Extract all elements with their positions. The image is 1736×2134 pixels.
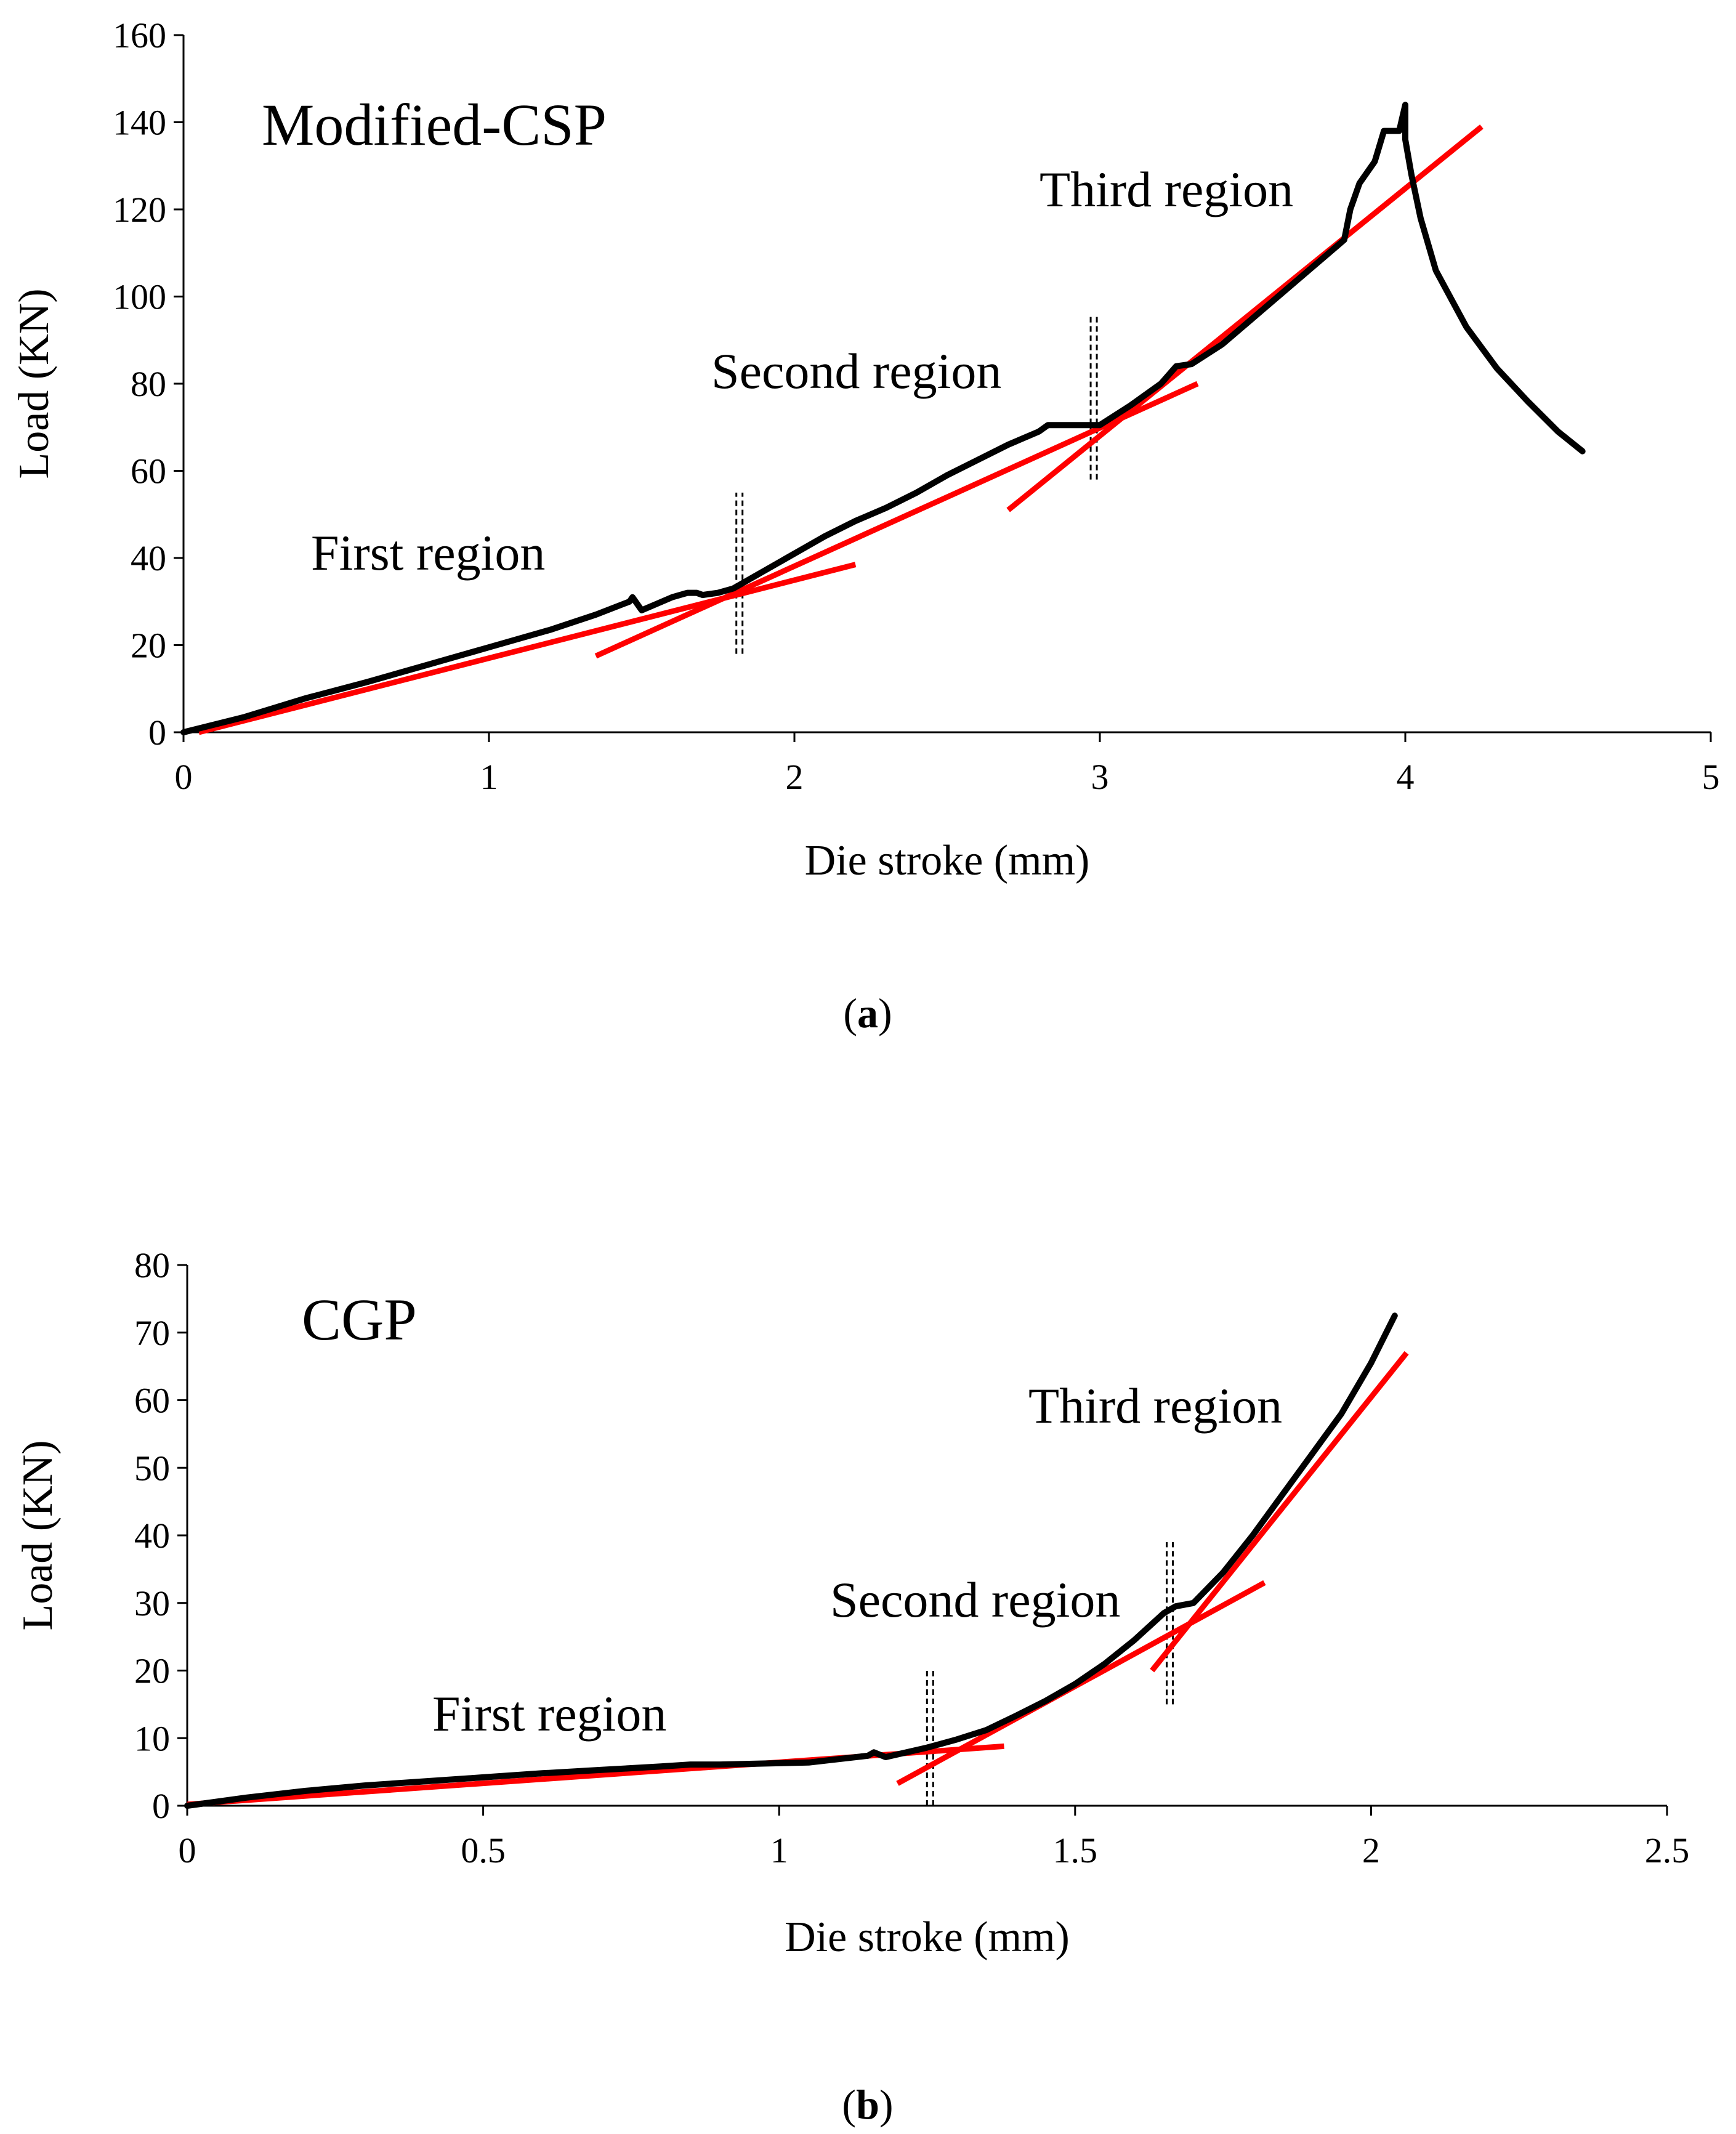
y-tick-label: 0 — [148, 713, 166, 753]
y-tick-label: 40 — [131, 538, 166, 578]
chart-cgp: 0 10 20 30 40 50 60 70 80 0 0.5 1 1.5 2 2.5 Die stroke … — [14, 1245, 1689, 2128]
x-tick-label: 2 — [1362, 1830, 1380, 1870]
x-tick-label: 5 — [1702, 757, 1720, 797]
region-annotation-2: Second region — [711, 343, 1001, 399]
x-tick-label: 3 — [1091, 757, 1109, 797]
caption-letter: a — [857, 990, 878, 1037]
region-annotation-3: Third region — [1028, 1378, 1282, 1434]
y-tick-label: 160 — [113, 15, 166, 55]
region-annotation-2: Second region — [830, 1572, 1120, 1628]
x-tick-label: 2 — [786, 757, 804, 797]
y-tick-label: 40 — [134, 1516, 170, 1556]
caption-open-paren: ( — [842, 2081, 856, 2128]
caption-letter: b — [856, 2081, 879, 2128]
y-tick-label: 10 — [134, 1718, 170, 1758]
y-tick-label: 80 — [131, 364, 166, 404]
y-tick-label: 120 — [113, 190, 166, 230]
y-tick-label: 80 — [134, 1245, 170, 1285]
y-tick-label: 50 — [134, 1448, 170, 1488]
x-axis-label: Die stroke (mm) — [785, 1914, 1070, 1961]
y-tick-label: 30 — [134, 1583, 170, 1623]
x-tick-label: 0 — [175, 757, 193, 797]
x-tick-label: 1 — [480, 757, 498, 797]
x-axis-label: Die stroke (mm) — [805, 837, 1090, 884]
fit-line-region-1 — [198, 562, 857, 735]
y-tick-label: 70 — [134, 1313, 170, 1353]
chart-title: CGP — [302, 1287, 417, 1352]
y-tick-label: 60 — [134, 1381, 170, 1421]
chart-title: Modified-CSP — [262, 92, 607, 158]
region-annotation-1: First region — [432, 1686, 666, 1742]
figure-caption: (b) — [842, 2081, 893, 2128]
y-axis-label: Load (KN) — [10, 288, 58, 479]
load-curve-line — [180, 102, 1586, 735]
chart-modified-csp: 0 20 40 60 80 100 120 140 160 0 1 2 3 4 5 Die stroke (m… — [10, 15, 1720, 1037]
y-axis-label: Load (KN) — [14, 1440, 62, 1630]
y-tick-label: 100 — [113, 277, 166, 317]
fit-line-region-3 — [1006, 124, 1484, 512]
x-tick-label: 0.5 — [461, 1830, 506, 1870]
region-annotation-1: First region — [311, 525, 545, 581]
y-tick-label: 140 — [113, 103, 166, 143]
y-tick-label: 20 — [134, 1651, 170, 1691]
x-tick-label: 1 — [770, 1830, 788, 1870]
region-annotation-3: Third region — [1040, 161, 1293, 217]
x-tick-label: 2.5 — [1645, 1830, 1690, 1870]
fit-line-region-2 — [594, 381, 1199, 659]
caption-close-paren: ) — [879, 2081, 894, 2128]
x-tick-label: 4 — [1397, 757, 1415, 797]
caption-close-paren: ) — [878, 990, 892, 1037]
x-tick-label: 1.5 — [1053, 1830, 1098, 1870]
y-tick-label: 20 — [131, 626, 166, 666]
figure-caption: (a) — [843, 990, 892, 1037]
load-curve-line — [184, 1312, 1398, 1809]
fit-line-region-3 — [1150, 1351, 1409, 1673]
y-tick-label: 60 — [131, 451, 166, 491]
y-tick-label: 0 — [152, 1786, 170, 1826]
caption-open-paren: ( — [843, 990, 857, 1037]
x-tick-label: 0 — [179, 1830, 196, 1870]
